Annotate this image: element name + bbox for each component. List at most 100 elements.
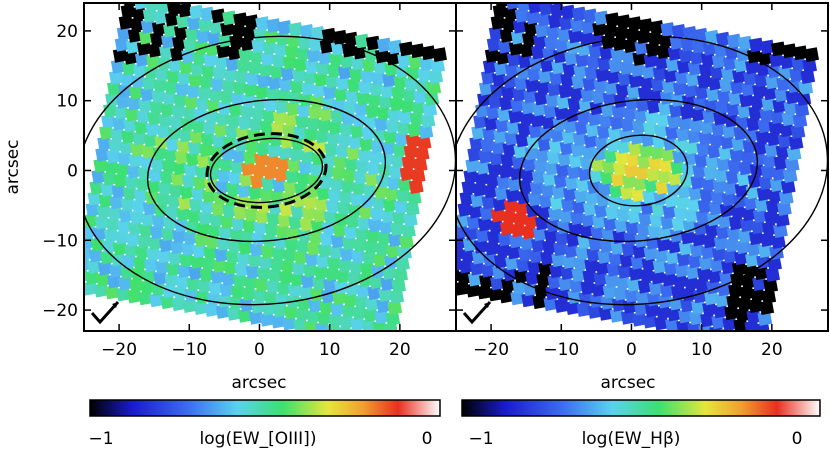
map-spaxel	[125, 106, 140, 122]
map-spaxel	[472, 181, 488, 197]
map-spaxel	[560, 197, 576, 213]
map-spaxel	[168, 250, 183, 266]
map-spaxel	[95, 271, 111, 287]
map-spaxel	[558, 83, 574, 99]
map-spaxel	[745, 59, 760, 75]
map-spaxel	[770, 109, 786, 125]
map-spaxel	[362, 57, 377, 73]
map-spaxel	[95, 147, 111, 162]
map-spaxel	[685, 139, 700, 155]
map-spaxel	[187, 208, 202, 224]
map-spaxel	[555, 230, 570, 246]
map-spaxel	[645, 42, 661, 57]
map-spaxel	[365, 35, 381, 51]
map-spaxel	[773, 223, 788, 239]
map-spaxel	[660, 214, 676, 230]
map-spaxel	[585, 190, 600, 205]
map-spaxel	[315, 60, 331, 76]
map-spaxel	[380, 276, 395, 291]
map-spaxel	[344, 156, 360, 172]
map-spaxel	[192, 175, 208, 191]
map-spaxel	[676, 59, 692, 74]
map-spaxel	[544, 228, 559, 244]
map-spaxel	[572, 199, 587, 215]
map-spaxel	[715, 292, 730, 308]
map-spaxel	[732, 68, 747, 84]
colorbar-max-label: 0	[422, 429, 433, 449]
map-spaxel	[566, 39, 581, 55]
map-spaxel	[779, 122, 795, 138]
map-spaxel	[614, 218, 630, 233]
map-spaxel	[637, 278, 653, 294]
map-spaxel	[573, 63, 588, 79]
y-tick-label: −20	[42, 301, 78, 321]
map-spaxel	[530, 112, 546, 128]
map-spaxel	[255, 16, 270, 32]
map-spaxel	[465, 157, 481, 173]
map-spaxel	[306, 308, 321, 324]
map-spaxel	[456, 256, 463, 272]
map-spaxel	[267, 267, 283, 283]
map-spaxel	[761, 221, 777, 237]
map-spaxel	[736, 171, 752, 187]
map-spaxel	[131, 6, 147, 21]
map-spaxel	[380, 208, 396, 224]
map-spaxel	[166, 193, 182, 209]
map-spaxel	[279, 201, 295, 217]
map-spaxel	[125, 231, 141, 247]
map-spaxel	[410, 168, 426, 184]
map-spaxel	[540, 182, 556, 198]
map-spaxel	[109, 194, 125, 210]
map-spaxel	[503, 6, 519, 21]
map-spaxel	[203, 52, 218, 68]
map-spaxel	[306, 240, 322, 256]
map-spaxel	[656, 304, 671, 320]
map-spaxel	[586, 247, 602, 262]
map-spaxel	[650, 269, 666, 285]
map-spaxel	[341, 235, 357, 251]
colorbar-gradient	[89, 399, 441, 417]
map-spaxel	[337, 257, 353, 273]
map-spaxel	[343, 224, 359, 240]
map-spaxel	[430, 58, 445, 74]
map-spaxel	[340, 178, 356, 194]
map-spaxel	[181, 241, 196, 257]
map-spaxel	[493, 128, 509, 144]
map-spaxel	[787, 78, 803, 94]
map-spaxel	[301, 205, 317, 221]
map-spaxel	[177, 263, 192, 279]
map-spaxel	[738, 160, 754, 176]
map-spaxel	[581, 212, 596, 227]
map-spaxel	[601, 159, 617, 174]
map-spaxel	[227, 238, 243, 253]
map-spaxel	[547, 274, 563, 290]
map-spaxel	[577, 41, 592, 57]
map-spaxel	[483, 183, 499, 199]
map-spaxel	[391, 210, 407, 225]
map-spaxel	[308, 229, 324, 245]
map-spaxel	[189, 129, 205, 145]
map-spaxel	[711, 314, 727, 330]
map-spaxel	[790, 124, 806, 140]
map-spaxel	[765, 74, 780, 90]
map-spaxel	[689, 242, 705, 258]
map-spaxel	[540, 57, 555, 73]
map-spaxel	[126, 163, 142, 179]
map-spaxel	[665, 249, 681, 265]
map-spaxel	[642, 313, 658, 329]
map-spaxel	[409, 111, 425, 127]
map-spaxel	[317, 242, 333, 258]
map-spaxel	[751, 219, 766, 235]
map-spaxel	[229, 159, 245, 174]
map-spaxel	[432, 47, 447, 63]
map-spaxel	[758, 175, 774, 191]
map-spaxel	[516, 257, 531, 273]
map-spaxel	[717, 213, 733, 229]
map-spaxel	[557, 151, 573, 167]
map-spaxel	[354, 226, 370, 242]
map-spaxel	[594, 203, 609, 218]
map-spaxel	[681, 161, 697, 177]
map-spaxel	[96, 203, 112, 219]
map-spaxel	[127, 220, 143, 236]
